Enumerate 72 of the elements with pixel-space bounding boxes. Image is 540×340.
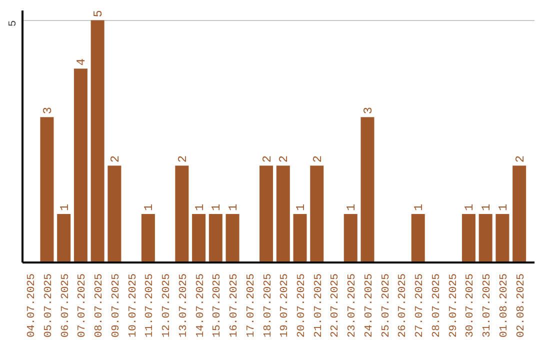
x-tick-label: 18.07.2025 bbox=[262, 273, 274, 338]
x-tick-label: 25.07.2025 bbox=[380, 273, 392, 338]
x-tick-label: 26.07.2025 bbox=[397, 273, 410, 338]
data-label: 3 bbox=[40, 106, 55, 114]
data-label: 1 bbox=[226, 204, 241, 212]
x-tick-label: 24.07.2025 bbox=[363, 273, 376, 338]
bar bbox=[40, 117, 54, 262]
x-tick-label: 11.07.2025 bbox=[144, 273, 156, 338]
x-tick-label: 23.07.2025 bbox=[346, 273, 359, 338]
x-tick-label: 22.07.2025 bbox=[330, 273, 342, 338]
data-label: 2 bbox=[277, 155, 292, 163]
data-label: 1 bbox=[412, 204, 426, 212]
data-label: 1 bbox=[480, 204, 494, 212]
data-label: 2 bbox=[513, 155, 528, 163]
bar bbox=[512, 166, 526, 262]
x-tick-label: 17.07.2025 bbox=[245, 273, 258, 338]
x-tick-label: 09.07.2025 bbox=[110, 273, 122, 338]
bar bbox=[310, 166, 324, 262]
bar bbox=[141, 214, 155, 262]
bar bbox=[108, 166, 122, 262]
x-tick-label: 08.07.2025 bbox=[94, 273, 106, 338]
data-label: 2 bbox=[260, 155, 274, 163]
data-label: 1 bbox=[344, 204, 359, 212]
bar bbox=[208, 214, 222, 262]
bar bbox=[293, 214, 307, 262]
x-tick-label: 30.07.2025 bbox=[464, 273, 477, 338]
data-label: 5 bbox=[92, 10, 106, 18]
bar bbox=[175, 166, 189, 262]
bar bbox=[226, 214, 240, 262]
x-tick-label: 21.07.2025 bbox=[312, 273, 325, 338]
bar bbox=[411, 214, 425, 262]
data-label: 1 bbox=[210, 204, 224, 212]
bar bbox=[360, 117, 374, 262]
data-label: 2 bbox=[176, 155, 190, 163]
x-tick-label: 06.07.2025 bbox=[60, 273, 72, 338]
data-label: 1 bbox=[192, 204, 207, 212]
x-tick-label: 10.07.2025 bbox=[127, 273, 140, 338]
bar bbox=[462, 214, 476, 262]
data-label: 1 bbox=[462, 204, 477, 212]
x-tick-label: 28.07.2025 bbox=[430, 273, 443, 338]
bar bbox=[192, 214, 206, 262]
bar bbox=[344, 214, 358, 262]
data-label: 2 bbox=[108, 155, 122, 163]
x-tick-label: 02.08.2025 bbox=[515, 273, 528, 338]
data-label: 3 bbox=[361, 106, 376, 114]
data-label: 1 bbox=[496, 204, 510, 212]
bar bbox=[478, 214, 492, 262]
bar bbox=[276, 166, 290, 262]
bar bbox=[90, 20, 104, 262]
data-label: 2 bbox=[310, 155, 325, 163]
x-tick-label: 20.07.2025 bbox=[296, 273, 308, 338]
bar bbox=[74, 68, 88, 262]
x-tick-label: 27.07.2025 bbox=[414, 273, 426, 338]
x-tick-label: 07.07.2025 bbox=[76, 273, 89, 338]
data-label: 4 bbox=[74, 58, 89, 66]
x-tick-label: 16.07.2025 bbox=[228, 273, 241, 338]
x-tick-label: 05.07.2025 bbox=[42, 273, 55, 338]
x-tick-label: 13.07.2025 bbox=[178, 273, 190, 338]
x-tick-label: 14.07.2025 bbox=[194, 273, 207, 338]
x-tick-label: 04.07.2025 bbox=[26, 273, 38, 338]
bar bbox=[260, 166, 274, 262]
bar bbox=[496, 214, 510, 262]
x-tick-label: 12.07.2025 bbox=[161, 273, 174, 338]
x-tick-label: 15.07.2025 bbox=[212, 273, 224, 338]
x-tick-label: 01.08.2025 bbox=[498, 273, 510, 338]
bar bbox=[57, 214, 71, 262]
data-label: 1 bbox=[58, 204, 72, 212]
x-tick-label: 29.07.2025 bbox=[448, 273, 460, 338]
data-label: 1 bbox=[294, 204, 308, 212]
x-tick-label: 31.07.2025 bbox=[482, 273, 494, 338]
x-tick-label: 19.07.2025 bbox=[279, 273, 292, 338]
data-label: 1 bbox=[142, 204, 156, 212]
